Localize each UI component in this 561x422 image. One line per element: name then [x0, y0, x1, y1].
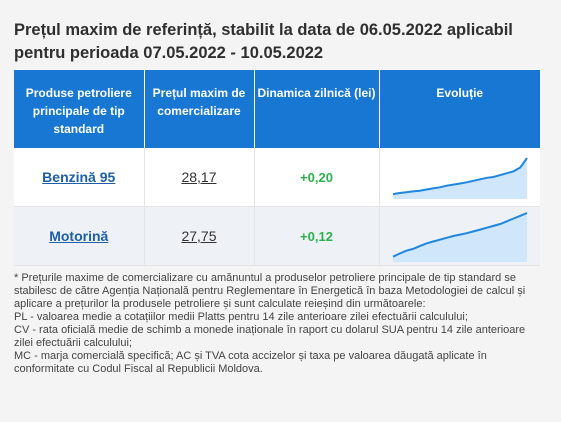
footnote-intro: * Prețurile maxime de comercializare cu … — [14, 272, 526, 310]
change-cell: +0,12 — [254, 206, 380, 266]
price-cell: 28,17 — [144, 148, 255, 207]
footnote-mc: MC - marja comercială specifică; AC și T… — [14, 350, 487, 375]
price-link-benzina-95[interactable]: 28,17 — [181, 169, 217, 185]
sparkline-area — [392, 213, 527, 262]
prices-table: Produse petroliere principale de tip sta… — [14, 70, 540, 266]
daily-change-motorina: +0,12 — [300, 229, 333, 244]
table-row: Benzină 95 28,17 +0,20 — [14, 148, 540, 207]
sparkline-area — [392, 158, 527, 199]
sparkline-line — [392, 212, 528, 258]
sparkline-benzina-95 — [392, 157, 528, 199]
table-row: Motorină 27,75 +0,12 — [14, 206, 540, 266]
product-cell: Benzină 95 — [14, 148, 145, 207]
table-header-row: Produse petroliere principale de tip sta… — [14, 70, 540, 148]
price-cell: 27,75 — [144, 206, 255, 266]
evolution-cell — [379, 148, 540, 207]
page-title: Prețul maxim de referință, stabilit la d… — [14, 21, 513, 62]
footnote-pl: PL - valoarea medie a cotațiilor medii P… — [14, 311, 468, 323]
change-cell: +0,20 — [254, 148, 380, 207]
footnotes: * Prețurile maxime de comercializare cu … — [14, 272, 544, 376]
product-link-motorina[interactable]: Motorină — [49, 228, 109, 244]
header-max-price: Prețul maxim de comercializare — [144, 70, 255, 148]
header-products: Produse petroliere principale de tip sta… — [14, 70, 145, 148]
product-cell: Motorină — [14, 206, 145, 266]
sparkline-line — [392, 157, 528, 196]
price-link-motorina[interactable]: 27,75 — [181, 228, 217, 244]
sparkline-motorina — [392, 212, 528, 262]
product-link-benzina-95[interactable]: Benzină 95 — [42, 169, 116, 185]
header-daily-change: Dinamica zilnică (lei) — [254, 70, 380, 148]
footnote-cv: CV - rata oficială medie de schimb a mon… — [14, 324, 526, 349]
header-evolution: Evoluție — [379, 70, 540, 148]
daily-change-benzina-95: +0,20 — [300, 170, 333, 185]
evolution-cell — [379, 206, 540, 266]
